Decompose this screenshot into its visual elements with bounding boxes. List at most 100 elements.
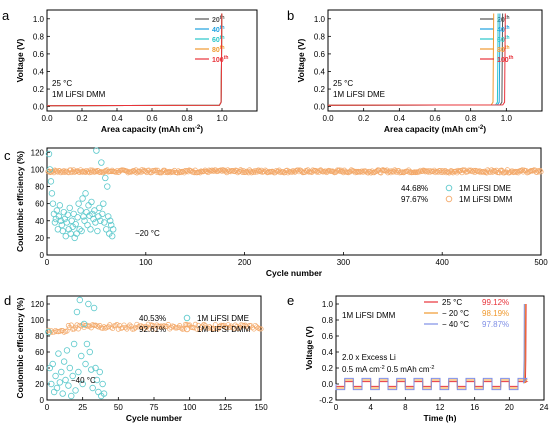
dmm-point (232, 322, 238, 328)
dmm-point (323, 168, 329, 174)
dme-point (48, 380, 55, 388)
dmm-point (427, 169, 433, 175)
legend-label-80th: 80th (497, 45, 510, 54)
y-axis-label: Coulombic efficiency (%) (15, 151, 25, 252)
dmm-point (445, 169, 451, 175)
axes-frame-c (46, 147, 542, 256)
dme-point (68, 392, 75, 400)
dme-point (83, 340, 91, 348)
dmm-point (110, 325, 116, 331)
dmm-point (481, 170, 487, 176)
dmm-point (127, 322, 133, 328)
legend-label-0: 1M LiFSI DME (197, 314, 249, 323)
dme-point (91, 207, 98, 214)
dme-point (45, 328, 52, 336)
dme-point (62, 376, 69, 384)
y-tick-label: 1.0 (314, 15, 326, 24)
dmm-point (192, 321, 198, 327)
dme-point (45, 150, 53, 158)
dme-point (93, 147, 100, 154)
dmm-point (219, 168, 225, 174)
y-tick-label: 1.0 (33, 15, 45, 24)
dme-point (78, 227, 85, 235)
dme-point (73, 230, 80, 237)
dme-point (94, 227, 101, 235)
dmm-point (315, 168, 321, 174)
dmm-point (208, 325, 214, 331)
chart-a: a 0.0 0.2 0.4 0.6 0.8 1.0 0.0 0.2 0.4 0.6 0.8 1.0 Are… (2, 8, 258, 134)
dme-point (93, 376, 101, 384)
legend-ce-1: 98.19% (482, 309, 509, 318)
y-axis-label: Voltage (V) (296, 38, 306, 82)
annotation-conditions: 0.5 mA cm-2 0.5 mAh cm-2 (342, 365, 434, 374)
y-tick-label: 0 (40, 251, 45, 260)
x-tick-label: 150 (254, 403, 268, 412)
dme-point (64, 211, 71, 218)
x-tick-label: 0.4 (394, 114, 406, 123)
x-tick-label: 0.0 (41, 114, 53, 123)
x-tick-label: 400 (436, 258, 450, 267)
dmm-point (167, 170, 174, 176)
dmm-point (410, 169, 417, 176)
y-tick-label: 0.6 (33, 50, 45, 59)
legend-label-100th: 100th (212, 55, 228, 64)
dme-point (51, 219, 59, 226)
dme-point (57, 217, 65, 224)
dme-point (95, 388, 102, 396)
x-tick-label: 8 (403, 403, 408, 412)
series-line-100th (46, 13, 223, 107)
dmm-point (419, 168, 425, 174)
panel-label-a: a (2, 8, 10, 23)
dmm-point (411, 169, 418, 175)
annotation-temp: 25 °C (52, 79, 72, 88)
y-tick-label: 0.2 (314, 85, 326, 94)
x-axis-label: Cycle number (266, 268, 323, 278)
dme-point (98, 159, 105, 166)
y-tick-label: 0.0 (314, 103, 326, 112)
y-tick-label: 0 (40, 396, 45, 405)
dme-point (80, 320, 88, 328)
dme-point (53, 207, 61, 214)
dme-point (65, 382, 72, 389)
dmm-point (97, 169, 103, 175)
dmm-point (243, 169, 249, 175)
dme-point (99, 380, 106, 388)
dmm-point (397, 170, 403, 176)
annotation-electrolyte: 1M LiFSI DMM (342, 311, 396, 320)
dmm-point (227, 168, 233, 174)
dmm-point (137, 323, 143, 329)
y-tick-label: 100 (31, 316, 45, 325)
y-axis-label: Voltage (V) (15, 38, 25, 82)
dme-point (80, 213, 87, 220)
legend-label-20th: 20th (497, 15, 510, 24)
dmm-point (218, 167, 224, 173)
dmm-point (134, 321, 140, 327)
x-tick-label: 1.0 (501, 114, 513, 123)
dme-point (55, 213, 63, 220)
dmm-point (64, 328, 70, 334)
dmm-point (215, 326, 221, 332)
dmm-point (538, 169, 544, 175)
legend-label-2: − 40 °C (442, 320, 469, 329)
dme-point (59, 227, 67, 235)
chart-b: b 0.0 0.2 0.4 0.6 0.8 1.0 0.0 0.2 0.4 0.6 0.8 1.0 Are… (287, 8, 543, 134)
dme-point (82, 360, 89, 368)
x-tick-label: 1.0 (216, 114, 228, 123)
dmm-point (191, 325, 197, 331)
dmm-point (131, 326, 137, 332)
y-tick-label: 120 (31, 300, 45, 309)
dme-point (49, 360, 56, 368)
legend-label-60th: 60th (497, 35, 510, 44)
dme-point (75, 368, 82, 376)
dmm-point (220, 167, 226, 173)
dmm-point (447, 168, 453, 175)
y-tick-label: 0.0 (33, 103, 45, 112)
y-tick-label: 80 (35, 332, 44, 341)
dme-point (90, 304, 98, 312)
dmm-point (513, 170, 519, 176)
legend-avg-0: 40.53% (139, 314, 166, 323)
chart-d: d 0 25 50 75 100 125 150 0 20 40 60 80 100 120 Cycle nu… (4, 293, 268, 423)
dmm-point (250, 169, 257, 175)
series-line-1 (335, 303, 528, 389)
dme-point (81, 217, 88, 224)
